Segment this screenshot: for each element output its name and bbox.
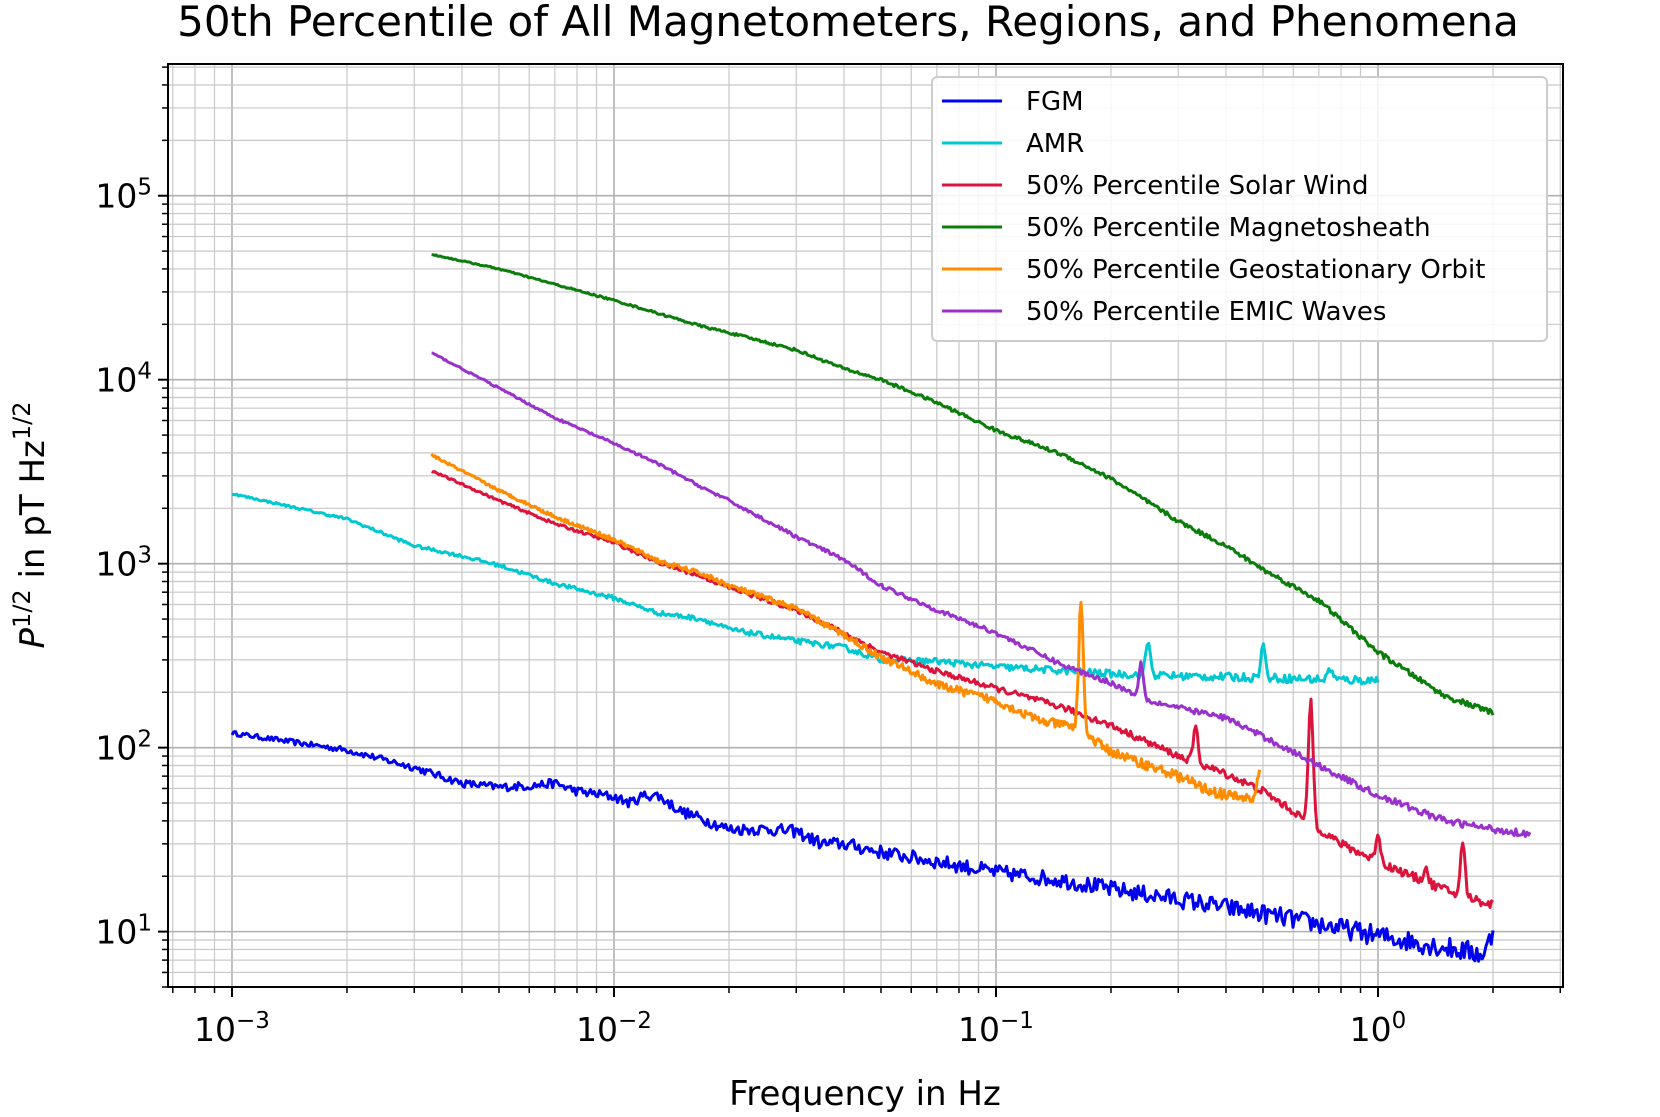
legend-label: FGM	[1026, 87, 1084, 117]
series-line	[431, 253, 1495, 716]
x-tick-labels: 10−3 10−2 10−1 100	[194, 1008, 1406, 1049]
legend-label: 50% Percentile Magnetosheath	[1026, 213, 1431, 243]
x-tick-label: 10−2	[576, 1008, 652, 1049]
legend: FGM AMR 50% Percentile Solar Wind 50% Pe…	[931, 76, 1548, 342]
legend-entry-emic-waves: 50% Percentile EMIC Waves	[942, 297, 1386, 327]
series-line	[431, 351, 1532, 838]
legend-entry-fgm: FGM	[942, 87, 1084, 117]
axis-ticks	[158, 66, 1562, 997]
y-tick-label: 101	[95, 911, 152, 952]
legend-entry-magnetosheath: 50% Percentile Magnetosheath	[942, 213, 1431, 243]
series-line	[430, 453, 1262, 804]
plot-frame	[167, 63, 1564, 988]
legend-entry-solar-wind: 50% Percentile Solar Wind	[942, 171, 1368, 201]
x-axis-label: Frequency in Hz	[729, 1074, 1001, 1114]
x-tick-label: 10−1	[958, 1008, 1034, 1049]
y-tick-labels: 101 102 103 104 105	[95, 175, 152, 952]
y-axis-label: P1/2 in pT Hz1/2	[8, 402, 53, 649]
y-tick-label: 102	[95, 727, 152, 768]
series-line	[231, 492, 1380, 686]
y-tick-label: 105	[95, 175, 152, 216]
chart-title: 50th Percentile of All Magnetometers, Re…	[177, 0, 1519, 46]
x-tick-label: 100	[1350, 1008, 1407, 1049]
y-tick-label: 104	[95, 359, 152, 400]
x-tick-label: 10−3	[194, 1008, 270, 1049]
legend-entry-amr: AMR	[942, 129, 1084, 159]
legend-label: 50% Percentile EMIC Waves	[1026, 297, 1386, 327]
legend-label: 50% Percentile Solar Wind	[1026, 171, 1368, 201]
legend-entry-geostationary-orbit: 50% Percentile Geostationary Orbit	[942, 255, 1485, 285]
grid	[168, 64, 1563, 988]
legend-box	[931, 76, 1548, 342]
y-tick-label: 103	[95, 543, 152, 584]
legend-label: AMR	[1026, 129, 1084, 159]
legend-label: 50% Percentile Geostationary Orbit	[1026, 255, 1485, 285]
series-line	[431, 470, 1494, 909]
series-line	[230, 730, 1495, 963]
plot-lines	[230, 253, 1532, 963]
